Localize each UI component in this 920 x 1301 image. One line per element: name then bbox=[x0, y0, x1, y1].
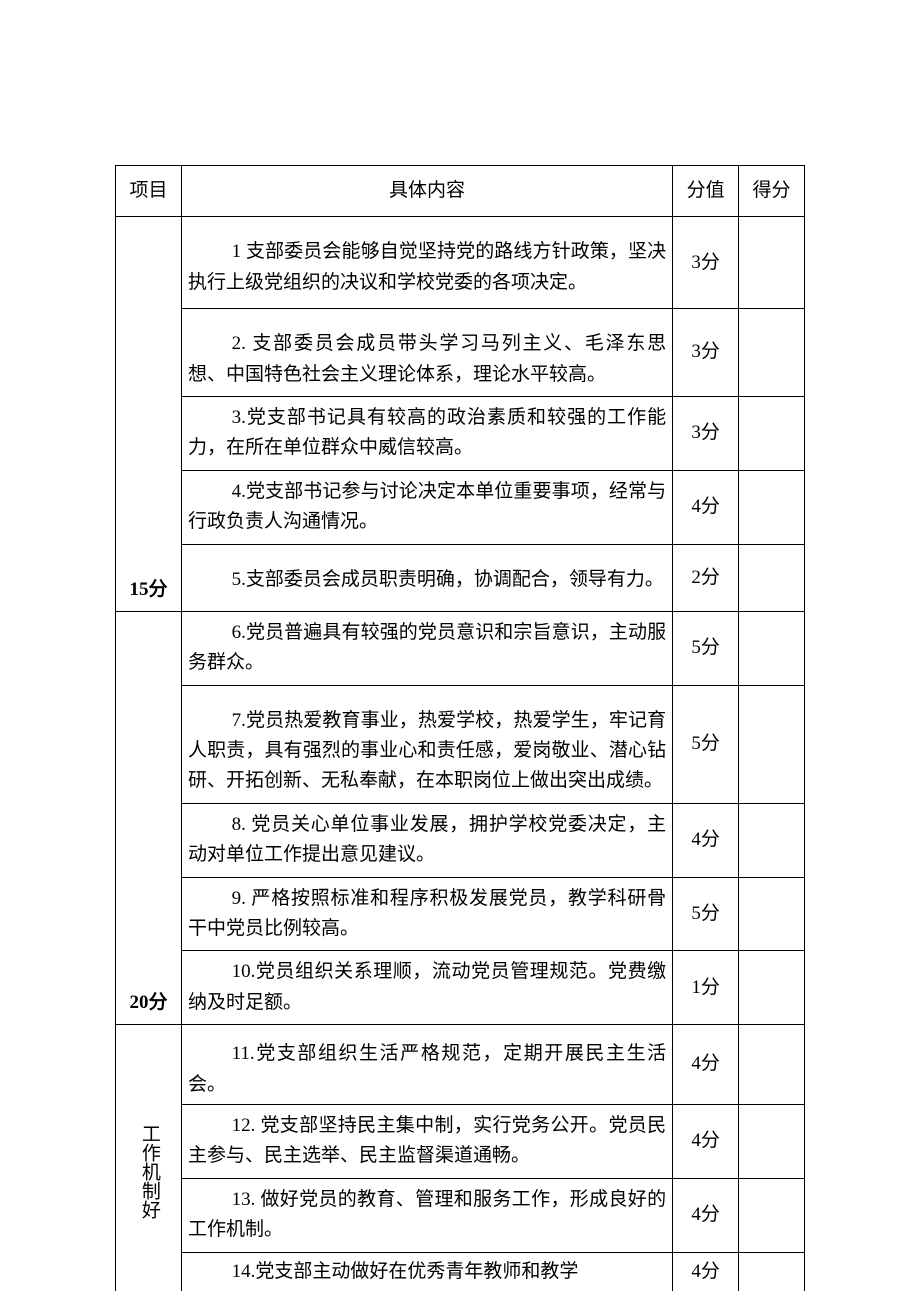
score-value-cell: 4分 bbox=[673, 1025, 739, 1105]
content-cell: 8. 党员关心单位事业发展，拥护学校党委决定，主动对单位工作提出意见建议。 bbox=[181, 803, 672, 877]
category-cell-1: 15分 bbox=[116, 217, 182, 612]
score-actual-cell bbox=[739, 1104, 805, 1178]
content-cell: 14.党支部主动做好在优秀青年教师和教学 bbox=[181, 1252, 672, 1291]
content-cell: 6.党员普遍具有较强的党员意识和宗旨意识，主动服务群众。 bbox=[181, 611, 672, 685]
score-value-cell: 3分 bbox=[673, 217, 739, 309]
score-value-cell: 4分 bbox=[673, 1252, 739, 1291]
table-row: 20分 6.党员普遍具有较强的党员意识和宗旨意识，主动服务群众。 5分 bbox=[116, 611, 805, 685]
content-cell: 3.党支部书记具有较高的政治素质和较强的工作能力，在所在单位群众中威信较高。 bbox=[181, 396, 672, 470]
score-value-cell: 5分 bbox=[673, 685, 739, 803]
header-content: 具体内容 bbox=[181, 166, 672, 217]
table-row: 2. 支部委员会成员带头学习马列主义、毛泽东思想、中国特色社会主义理论体系，理论… bbox=[116, 309, 805, 397]
category-label-1: 15分 bbox=[129, 579, 167, 600]
header-score-value: 分值 bbox=[673, 166, 739, 217]
score-actual-cell bbox=[739, 309, 805, 397]
score-value-cell: 4分 bbox=[673, 803, 739, 877]
score-actual-cell bbox=[739, 877, 805, 951]
score-actual-cell bbox=[739, 1252, 805, 1291]
table-row: 9. 严格按照标准和程序积极发展党员，教学科研骨干中党员比例较高。 5分 bbox=[116, 877, 805, 951]
score-actual-cell bbox=[739, 470, 805, 544]
content-cell: 9. 严格按照标准和程序积极发展党员，教学科研骨干中党员比例较高。 bbox=[181, 877, 672, 951]
header-score-actual: 得分 bbox=[739, 166, 805, 217]
score-value-cell: 3分 bbox=[673, 309, 739, 397]
content-cell: 5.支部委员会成员职责明确，协调配合，领导有力。 bbox=[181, 544, 672, 611]
content-cell: 13. 做好党员的教育、管理和服务工作，形成良好的工作机制。 bbox=[181, 1178, 672, 1252]
table-row: 工作机制好 11.党支部组织生活严格规范，定期开展民主生活会。 4分 bbox=[116, 1025, 805, 1105]
table-row: 10.党员组织关系理顺，流动党员管理规范。党费缴纳及时足额。 1分 bbox=[116, 951, 805, 1025]
evaluation-table: 项目 具体内容 分值 得分 15分 1 支部委员会能够自觉坚持党的路线方针政策，… bbox=[115, 165, 805, 1291]
score-value-cell: 5分 bbox=[673, 877, 739, 951]
score-value-cell: 1分 bbox=[673, 951, 739, 1025]
category-label-3: 工作机制好 bbox=[136, 1124, 161, 1219]
content-cell: 10.党员组织关系理顺，流动党员管理规范。党费缴纳及时足额。 bbox=[181, 951, 672, 1025]
content-cell: 7.党员热爱教育事业，热爱学校，热爱学生，牢记育人职责，具有强烈的事业心和责任感… bbox=[181, 685, 672, 803]
header-row: 项目 具体内容 分值 得分 bbox=[116, 166, 805, 217]
table-row: 3.党支部书记具有较高的政治素质和较强的工作能力，在所在单位群众中威信较高。 3… bbox=[116, 396, 805, 470]
score-actual-cell bbox=[739, 685, 805, 803]
score-value-cell: 4分 bbox=[673, 1178, 739, 1252]
score-value-cell: 5分 bbox=[673, 611, 739, 685]
score-actual-cell bbox=[739, 396, 805, 470]
table-row: 5.支部委员会成员职责明确，协调配合，领导有力。 2分 bbox=[116, 544, 805, 611]
content-cell: 11.党支部组织生活严格规范，定期开展民主生活会。 bbox=[181, 1025, 672, 1105]
score-actual-cell bbox=[739, 217, 805, 309]
score-value-cell: 2分 bbox=[673, 544, 739, 611]
score-value-cell: 4分 bbox=[673, 1104, 739, 1178]
score-actual-cell bbox=[739, 544, 805, 611]
table-row: 8. 党员关心单位事业发展，拥护学校党委决定，主动对单位工作提出意见建议。 4分 bbox=[116, 803, 805, 877]
category-label-2: 20分 bbox=[129, 992, 167, 1013]
score-value-cell: 3分 bbox=[673, 396, 739, 470]
score-actual-cell bbox=[739, 1025, 805, 1105]
table-row: 13. 做好党员的教育、管理和服务工作，形成良好的工作机制。 4分 bbox=[116, 1178, 805, 1252]
content-cell: 4.党支部书记参与讨论决定本单位重要事项，经常与行政负责人沟通情况。 bbox=[181, 470, 672, 544]
score-actual-cell bbox=[739, 803, 805, 877]
table-row: 15分 1 支部委员会能够自觉坚持党的路线方针政策，坚决执行上级党组织的决议和学… bbox=[116, 217, 805, 309]
score-actual-cell bbox=[739, 611, 805, 685]
table-row: 4.党支部书记参与讨论决定本单位重要事项，经常与行政负责人沟通情况。 4分 bbox=[116, 470, 805, 544]
table-row: 7.党员热爱教育事业，热爱学校，热爱学生，牢记育人职责，具有强烈的事业心和责任感… bbox=[116, 685, 805, 803]
score-actual-cell bbox=[739, 951, 805, 1025]
score-actual-cell bbox=[739, 1178, 805, 1252]
content-cell: 2. 支部委员会成员带头学习马列主义、毛泽东思想、中国特色社会主义理论体系，理论… bbox=[181, 309, 672, 397]
category-cell-2: 20分 bbox=[116, 611, 182, 1024]
content-cell: 1 支部委员会能够自觉坚持党的路线方针政策，坚决执行上级党组织的决议和学校党委的… bbox=[181, 217, 672, 309]
header-category: 项目 bbox=[116, 166, 182, 217]
category-cell-3: 工作机制好 bbox=[116, 1025, 182, 1291]
table-row: 14.党支部主动做好在优秀青年教师和教学 4分 bbox=[116, 1252, 805, 1291]
table-row: 12. 党支部坚持民主集中制，实行党务公开。党员民主参与、民主选举、民主监督渠道… bbox=[116, 1104, 805, 1178]
content-cell: 12. 党支部坚持民主集中制，实行党务公开。党员民主参与、民主选举、民主监督渠道… bbox=[181, 1104, 672, 1178]
score-value-cell: 4分 bbox=[673, 470, 739, 544]
